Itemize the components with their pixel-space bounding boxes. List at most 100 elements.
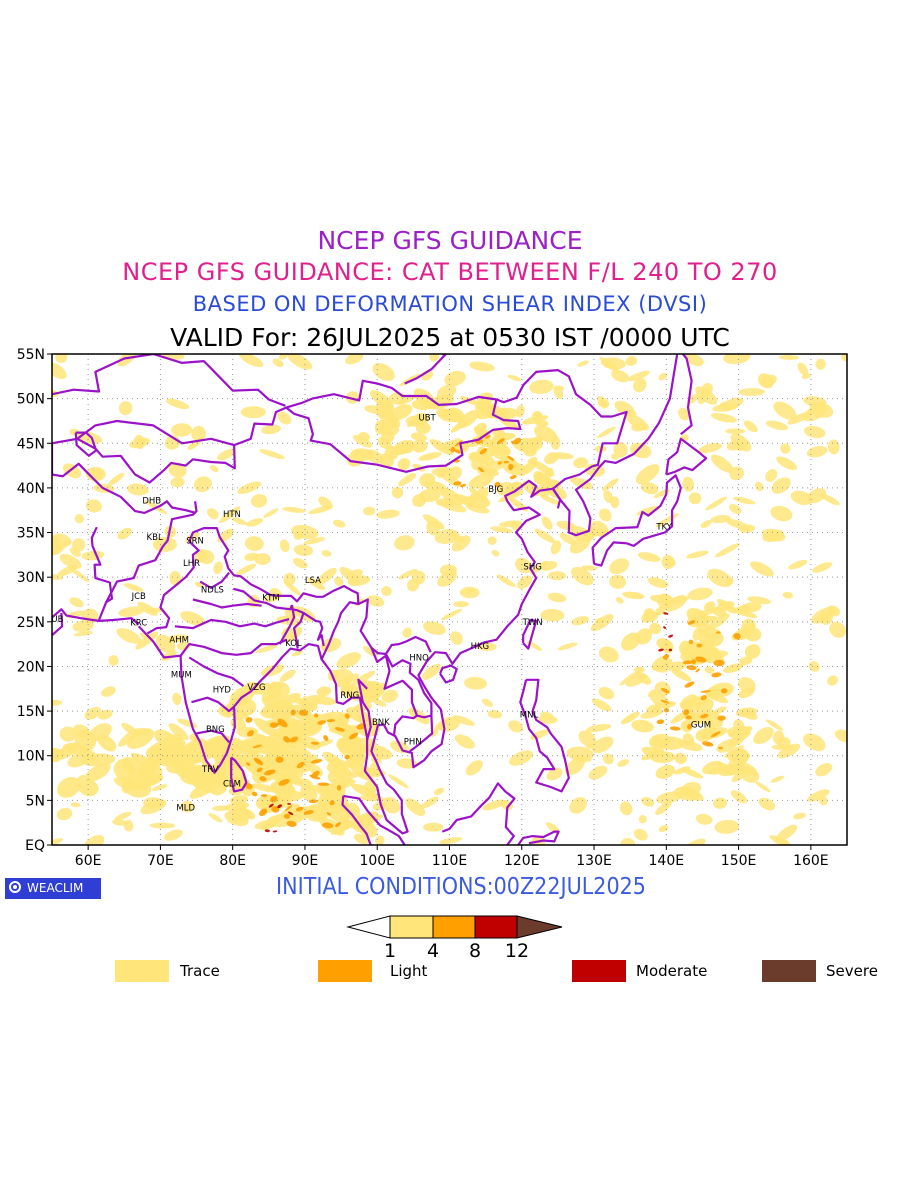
cat-contour-blob (454, 449, 461, 454)
lat-tick-label: 40N (17, 481, 45, 497)
border-line (52, 369, 628, 484)
station-label: KBL (147, 533, 163, 543)
cat-contour-blob (546, 767, 563, 781)
cat-contour-blob (679, 640, 693, 657)
cat-contour-blob (261, 424, 281, 435)
cat-contour-blob (701, 382, 713, 395)
cat-contour-blob (308, 799, 318, 804)
cat-contour-blob (333, 767, 349, 779)
cat-contour-blob (641, 611, 659, 623)
cat-contour-blob (705, 496, 727, 511)
border-line (52, 354, 286, 407)
cat-contour-blob (62, 463, 82, 479)
cat-contour-blob (598, 646, 619, 663)
border-line (196, 729, 230, 743)
cat-contour-blob (578, 730, 597, 747)
cat-contour-blob (433, 787, 445, 796)
cat-contour-blob (259, 449, 285, 459)
cat-contour-blob (727, 752, 750, 770)
station-label: PHN (404, 737, 422, 747)
cat-contour-blob (450, 419, 469, 433)
cat-contour-blob (55, 354, 68, 364)
cat-contour-blob (429, 439, 454, 456)
cat-contour-blob (441, 608, 463, 621)
cat-contour-blob (714, 819, 740, 834)
cat-contour-blob (174, 761, 196, 779)
cat-contour-blob (518, 460, 538, 477)
cat-contour-blob (454, 440, 463, 447)
cat-contour-blob (327, 758, 353, 769)
cat-contour-blob (453, 493, 477, 507)
cat-contour-blob (788, 559, 808, 570)
cat-contour-blob (381, 689, 399, 703)
cat-contour-blob (700, 690, 711, 693)
station-label: MLD (176, 804, 195, 814)
cat-contour-blob (165, 398, 190, 410)
cat-contour-blob (251, 783, 281, 793)
cat-contour-blob (434, 529, 460, 545)
cat-contour-blob (170, 477, 185, 488)
cat-contour-blob (406, 414, 425, 428)
border-line (341, 795, 372, 845)
border-line (179, 638, 288, 657)
cat-contour-blob (180, 611, 206, 626)
cat-contour-blob (344, 754, 350, 760)
cat-contour-blob (271, 806, 280, 813)
cat-contour-blob (260, 794, 268, 797)
cat-contour-blob (803, 733, 826, 752)
cat-contour-blob (571, 755, 592, 763)
cat-contour-blob (686, 665, 697, 671)
cat-contour-blob (555, 385, 564, 391)
cat-contour-blob (287, 803, 292, 805)
cat-contour-blob (541, 516, 553, 530)
cat-contour-blob (829, 621, 847, 638)
cat-contour-blob (614, 400, 635, 416)
cat-contour-blob (351, 670, 376, 687)
cat-contour-blob (268, 803, 274, 808)
cat-contour-blob (736, 604, 751, 615)
title-line-2: NCEP GFS GUIDANCE: CAT BETWEEN F/L 240 T… (122, 258, 778, 286)
legend-swatch-severe (762, 960, 816, 982)
cat-contour-blob (72, 538, 86, 552)
weaclim-logo-icon (9, 881, 21, 893)
cat-contour-blob (496, 438, 505, 445)
cat-contour-blob (597, 396, 610, 407)
cat-contour-blob (490, 526, 513, 534)
cat-contour-blob (591, 736, 614, 754)
cat-contour-blob (710, 413, 737, 423)
cat-contour-blob (820, 493, 840, 506)
cat-contour-blob (277, 804, 283, 809)
cat-contour-blob (422, 621, 446, 635)
lat-tick-label: 15N (17, 704, 45, 720)
cat-contour-blob (668, 634, 674, 638)
cat-contour-blob (482, 799, 507, 811)
cat-contour-blob (609, 558, 630, 575)
cat-contour-blob (283, 736, 291, 743)
border-line (192, 598, 262, 609)
station-label: UBT (418, 413, 436, 423)
cat-contour-blob (577, 360, 589, 367)
cat-contour-blob (252, 744, 263, 749)
cat-contour-blob (662, 654, 670, 660)
cat-contour-blob (656, 638, 671, 650)
cat-contour-blob (738, 687, 755, 699)
station-label: JCB (131, 592, 146, 602)
cat-contour-blob (508, 720, 524, 733)
cat-contour-blob (436, 468, 449, 479)
cat-contour-blob (422, 663, 441, 680)
cat-contour-blob (321, 822, 334, 829)
cat-contour-blob (635, 671, 652, 685)
cat-contour-blob (74, 514, 85, 524)
cat-contour-blob (253, 718, 279, 737)
cat-contour-blob (101, 686, 116, 697)
cat-contour-blob (239, 354, 264, 368)
country-borders (52, 354, 708, 845)
legend-label-moderate: Moderate (636, 962, 708, 980)
cat-contour-blob (649, 622, 662, 635)
lon-tick-label: 120E (504, 853, 540, 869)
cat-contour-blob (674, 752, 687, 764)
border-line (551, 488, 562, 509)
border-line (74, 431, 98, 457)
cat-contour-blob (679, 700, 700, 713)
cat-contour-blob (682, 733, 695, 747)
